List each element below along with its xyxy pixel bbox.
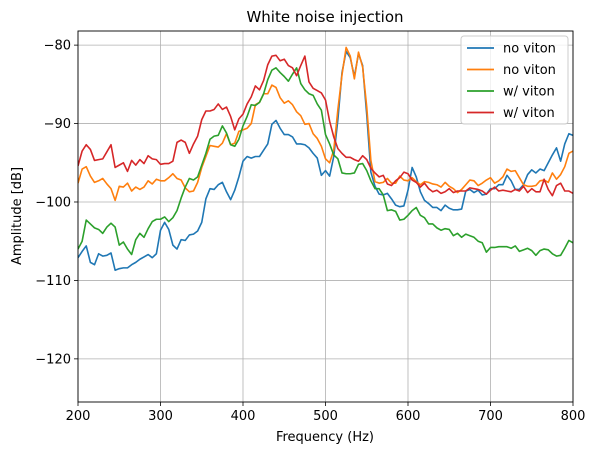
y-tick-label: −100 — [35, 195, 71, 210]
legend-box — [460, 35, 569, 125]
y-tick-label: −90 — [44, 117, 71, 132]
y-tick-label: −110 — [35, 274, 71, 289]
chart-title: White noise injection — [246, 8, 403, 26]
legend-label: no viton — [503, 63, 556, 78]
y-axis-label: Amplitude [dB] — [10, 167, 25, 265]
x-tick-label: 200 — [66, 409, 91, 424]
axis-ticks: 200 300 400 500 600 700 800 −120 −110 −100 −90 −80 — [35, 39, 585, 424]
legend: no viton no viton w/ viton w/ viton — [460, 35, 569, 125]
y-tick-label: −120 — [35, 352, 71, 367]
x-axis-label: Frequency (Hz) — [276, 430, 374, 445]
x-tick-label: 800 — [561, 409, 586, 424]
series-line-1 — [78, 50, 573, 272]
series-line-3 — [78, 67, 573, 257]
legend-label: w/ viton — [503, 106, 555, 121]
legend-label: w/ viton — [503, 85, 555, 100]
x-tick-label: 300 — [148, 409, 173, 424]
x-tick-label: 400 — [231, 409, 256, 424]
series-lines — [78, 46, 573, 272]
legend-label: no viton — [503, 42, 556, 57]
x-tick-label: 700 — [478, 409, 503, 424]
series-line-2 — [78, 46, 573, 202]
x-tick-label: 600 — [396, 409, 421, 424]
x-tick-label: 500 — [313, 409, 338, 424]
series-line-4 — [78, 54, 573, 197]
y-tick-label: −80 — [44, 39, 71, 54]
